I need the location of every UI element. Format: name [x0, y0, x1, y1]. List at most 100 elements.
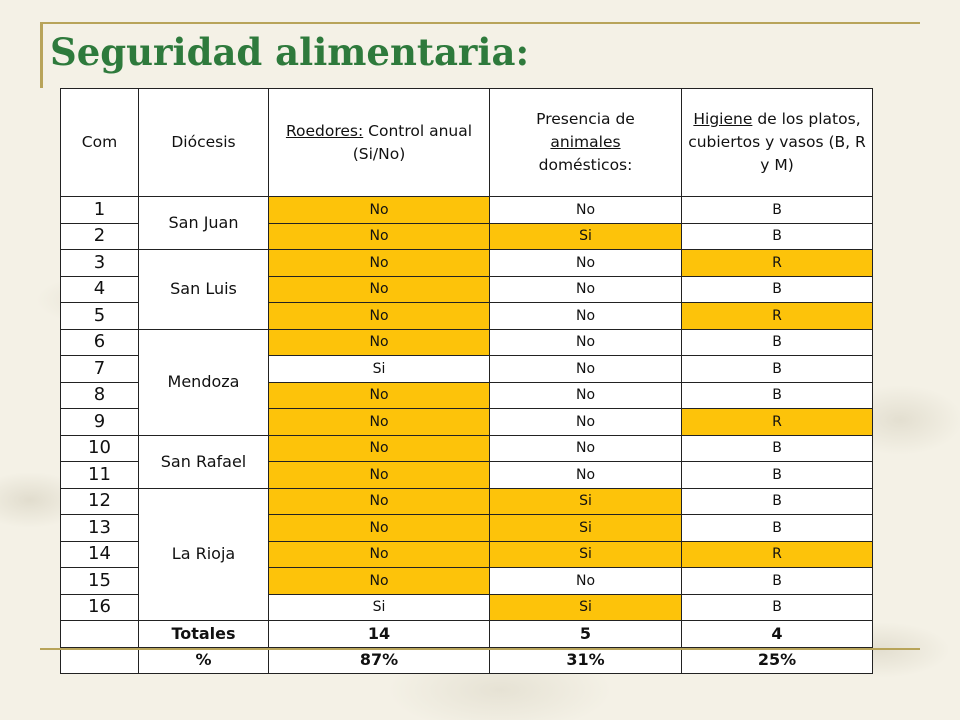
roedores-cell: No	[268, 222, 490, 250]
percent-animales: 31%	[489, 646, 682, 674]
com-cell: 16	[60, 593, 139, 621]
roedores-cell: No	[268, 567, 490, 595]
animales-cell: No	[489, 328, 682, 356]
com-cell: 13	[60, 514, 139, 542]
com-cell: 12	[60, 487, 139, 515]
higiene-cell: R	[681, 302, 873, 330]
table-row: 1 San Juan No No B	[60, 196, 873, 250]
header-com: Com	[60, 88, 139, 197]
header-diocesis: Diócesis	[138, 88, 269, 197]
animales-cell: No	[489, 381, 682, 409]
roedores-cell: No	[268, 461, 490, 489]
animales-cell: Si	[489, 487, 682, 515]
bottom-rule	[40, 648, 920, 650]
header-roedores-rest: Control anual (Si/No)	[352, 121, 473, 163]
table-row: 7 Si No B	[60, 355, 873, 383]
roedores-cell: No	[268, 275, 490, 303]
com-cell: 15	[60, 567, 139, 595]
table-row: 9 No No R	[60, 408, 873, 436]
table-row: 14 No Si R	[60, 540, 873, 568]
top-rule	[40, 22, 920, 24]
roedores-cell: No	[268, 408, 490, 436]
roedores-cell: No	[268, 328, 490, 356]
com-cell: 11	[60, 461, 139, 489]
header-animales-b: domésticos:	[538, 156, 633, 174]
totals-row: Totales 14 5 4	[60, 620, 873, 648]
com-cell: 1	[60, 196, 139, 224]
higiene-cell: B	[681, 461, 873, 489]
animales-cell: No	[489, 302, 682, 330]
animales-cell: No	[489, 567, 682, 595]
table-row: 10 San Rafael No No B	[60, 434, 873, 489]
animales-cell: No	[489, 275, 682, 303]
roedores-cell: No	[268, 196, 490, 224]
percent-row: % 87% 31% 25%	[60, 646, 873, 674]
table-row: 13 No Si B	[60, 514, 873, 542]
higiene-cell: B	[681, 275, 873, 303]
higiene-cell: B	[681, 514, 873, 542]
page-title: Seguridad alimentaria:	[50, 30, 530, 74]
percent-empty-cell	[60, 646, 139, 674]
higiene-cell: B	[681, 567, 873, 595]
header-animales-underlined: animales	[550, 133, 621, 151]
food-safety-table: Com Diócesis Roedores: Control anual (Si…	[60, 88, 873, 674]
roedores-cell: Si	[268, 355, 490, 383]
totals-animales: 5	[489, 620, 682, 648]
animales-cell: No	[489, 408, 682, 436]
com-cell: 3	[60, 249, 139, 277]
com-cell: 14	[60, 540, 139, 568]
com-cell: 5	[60, 302, 139, 330]
header-roedores-underlined: Roedores:	[285, 121, 364, 140]
table-row: 2 No Si B	[60, 222, 873, 250]
higiene-cell: B	[681, 196, 873, 224]
diocesis-cell: San Luis	[138, 249, 269, 330]
percent-higiene: 25%	[681, 646, 873, 674]
com-cell: 10	[60, 434, 139, 462]
higiene-cell: B	[681, 222, 873, 250]
com-cell: 6	[60, 328, 139, 356]
roedores-cell: No	[268, 249, 490, 277]
header-animales-a: Presencia de	[536, 110, 635, 128]
table-row: 3 San Luis No No R	[60, 249, 873, 330]
table-row: 8 No No B	[60, 381, 873, 409]
table-row: 16 Si Si B	[60, 593, 873, 621]
animales-cell: No	[489, 355, 682, 383]
higiene-cell: B	[681, 381, 873, 409]
higiene-cell: R	[681, 249, 873, 277]
table-row: 15 No No B	[60, 567, 873, 595]
animales-cell: No	[489, 434, 682, 462]
animales-cell: No	[489, 249, 682, 277]
higiene-cell: B	[681, 487, 873, 515]
animales-cell: Si	[489, 540, 682, 568]
higiene-cell: R	[681, 408, 873, 436]
higiene-cell: R	[681, 540, 873, 568]
roedores-cell: No	[268, 540, 490, 568]
com-cell: 4	[60, 275, 139, 303]
animales-cell: Si	[489, 593, 682, 621]
title-accent-line	[40, 22, 43, 88]
totals-roedores: 14	[268, 620, 490, 648]
diocesis-cell: San Juan	[138, 196, 269, 250]
percent-roedores: 87%	[268, 646, 490, 674]
com-cell: 9	[60, 408, 139, 436]
table-row: 5 No No R	[60, 302, 873, 330]
animales-cell: Si	[489, 514, 682, 542]
roedores-cell: No	[268, 514, 490, 542]
higiene-cell: B	[681, 434, 873, 462]
header-row: Com Diócesis Roedores: Control anual (Si…	[60, 88, 873, 197]
totals-label: Totales	[138, 620, 269, 648]
diocesis-cell: San Rafael	[138, 434, 269, 489]
higiene-cell: B	[681, 328, 873, 356]
table-row: 11 No No B	[60, 461, 873, 489]
animales-cell: No	[489, 461, 682, 489]
diocesis-cell: Mendoza	[138, 328, 269, 436]
header-higiene-underlined: Higiene	[693, 110, 753, 128]
table-row: 12 La Rioja No Si B	[60, 487, 873, 621]
higiene-cell: B	[681, 593, 873, 621]
diocesis-cell: La Rioja	[138, 487, 269, 621]
totals-empty-cell	[60, 620, 139, 648]
header-roedores: Roedores: Control anual (Si/No)	[268, 88, 490, 197]
roedores-cell: Si	[268, 593, 490, 621]
header-animales: Presencia de animales domésticos:	[489, 88, 682, 197]
animales-cell: No	[489, 196, 682, 224]
